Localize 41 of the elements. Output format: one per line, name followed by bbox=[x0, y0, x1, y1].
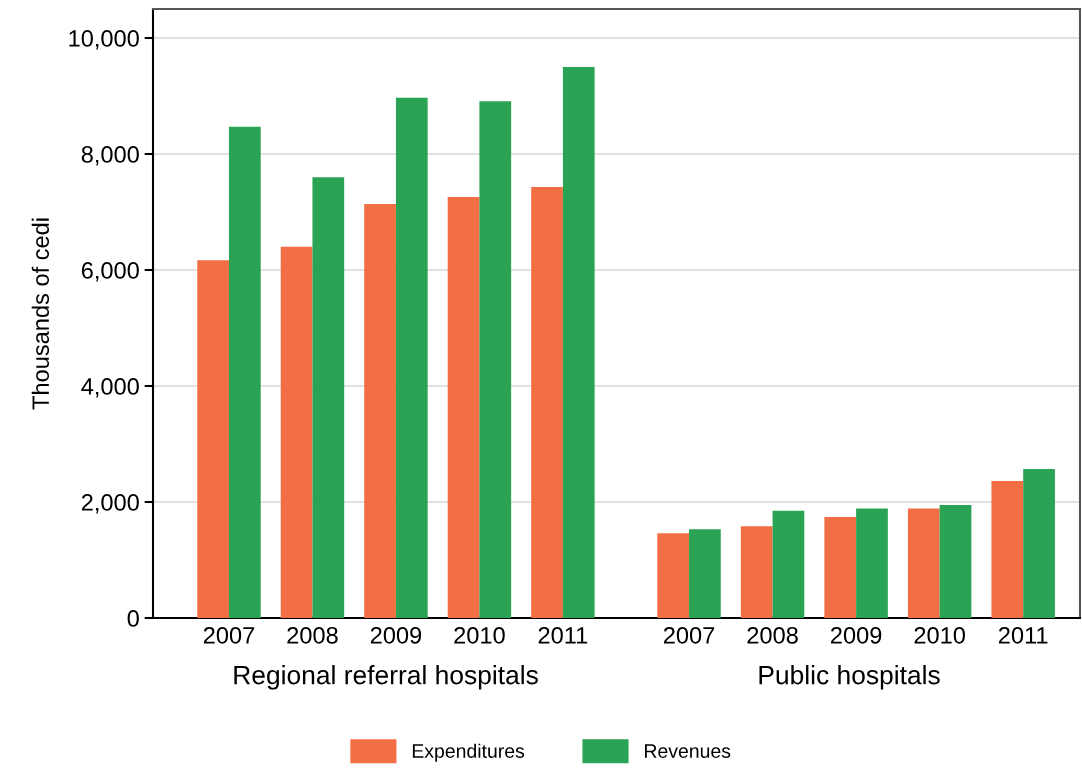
y-axis-title: Thousands of cedi bbox=[31, 218, 50, 410]
bar bbox=[197, 260, 229, 618]
bar bbox=[364, 203, 396, 618]
legend-label: Expenditures bbox=[412, 743, 525, 762]
x-tick-label: 2008 bbox=[287, 626, 338, 644]
bar bbox=[312, 177, 345, 618]
x-tick-label: 2009 bbox=[370, 626, 422, 644]
bar bbox=[479, 101, 512, 618]
bar bbox=[395, 97, 428, 618]
x-tick-label: 2008 bbox=[747, 626, 798, 644]
x-tick-label: 2010 bbox=[914, 626, 965, 644]
y-tick-label: 4,000 bbox=[81, 378, 139, 398]
bar bbox=[907, 508, 940, 618]
bar bbox=[939, 504, 972, 618]
bar bbox=[772, 510, 805, 618]
bar bbox=[280, 246, 313, 618]
y-tick-label: 8,000 bbox=[81, 146, 139, 166]
bar bbox=[447, 196, 480, 618]
x-tick-label: 2011 bbox=[538, 626, 588, 644]
x-tick-label: 2007 bbox=[203, 626, 255, 644]
x-tick-label: 2011 bbox=[998, 626, 1048, 644]
bar bbox=[991, 481, 1024, 618]
bar bbox=[689, 529, 721, 618]
y-tick-label: 0 bbox=[127, 610, 139, 627]
x-tick-label: 2010 bbox=[454, 626, 505, 644]
bar bbox=[1023, 468, 1055, 618]
legend-label: Revenues bbox=[645, 744, 731, 758]
x-tick-label: 2007 bbox=[663, 626, 715, 644]
y-tick-label: 2,000 bbox=[81, 494, 139, 514]
y-tick-label: 10,000 bbox=[69, 30, 139, 50]
bar bbox=[740, 526, 773, 618]
bar bbox=[657, 533, 690, 618]
x-axis-title: Public hospitals bbox=[759, 665, 940, 690]
bar bbox=[531, 187, 563, 618]
x-axis-title: Regional referral hospitals bbox=[234, 665, 538, 690]
bar bbox=[824, 517, 857, 618]
bar bbox=[856, 508, 888, 618]
bar bbox=[562, 67, 595, 618]
y-tick-label: 6,000 bbox=[81, 262, 139, 282]
bar bbox=[228, 126, 261, 618]
x-tick-label: 2009 bbox=[831, 626, 882, 644]
